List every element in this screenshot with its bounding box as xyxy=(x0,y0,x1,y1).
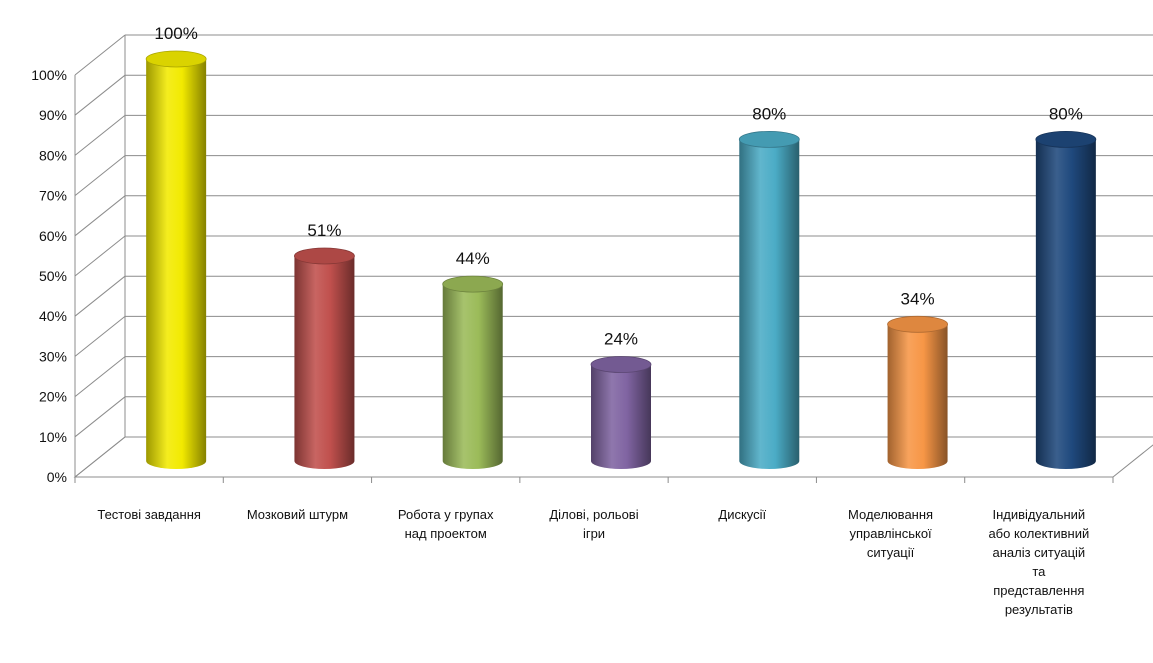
data-label: 80% xyxy=(1049,104,1083,123)
bars-layer xyxy=(145,50,1097,469)
x-tick-label: Індивідуальний або колективний аналіз ситу… xyxy=(964,505,1114,619)
x-tick-label-line: Індивідуальний xyxy=(992,507,1086,522)
bar-body xyxy=(887,324,948,469)
x-tick-label-line: аналіз ситуацій xyxy=(992,545,1086,560)
bar-top xyxy=(887,315,948,333)
bar xyxy=(738,130,800,469)
bar xyxy=(294,247,355,469)
bar xyxy=(590,356,652,469)
y-tick-label: 50% xyxy=(39,268,67,284)
gridline-diagonal xyxy=(74,195,126,237)
x-tick-label-line: управлінської xyxy=(849,526,932,541)
bar xyxy=(887,315,948,469)
x-tick-label-line: Моделювання xyxy=(848,507,934,522)
x-tick-label-line: та xyxy=(1032,564,1046,579)
gridline-diagonal xyxy=(74,155,126,196)
gridline-diagonal xyxy=(74,356,126,397)
x-tick-label-line: Робота у групах xyxy=(397,507,494,522)
y-tick-label: 70% xyxy=(39,188,67,204)
y-tick-label: 80% xyxy=(39,147,67,163)
bar-top xyxy=(1035,130,1097,148)
x-tick-label: Моделювання управлінської ситуації xyxy=(816,505,966,562)
x-tick-label: Дискусії xyxy=(667,505,817,524)
gridline-diagonal xyxy=(74,34,126,76)
y-tick-label: 100% xyxy=(31,67,67,83)
y-tick-label: 90% xyxy=(39,107,67,123)
y-tick-label: 40% xyxy=(39,308,67,324)
bar-top xyxy=(294,247,355,265)
bar xyxy=(145,50,207,469)
y-tick-label: 0% xyxy=(47,469,67,485)
bar-body xyxy=(442,284,503,469)
gridline-diagonal xyxy=(74,74,126,116)
y-tick-label: 60% xyxy=(39,228,67,244)
x-tick-label: Ділові, рольові ігри xyxy=(519,505,669,543)
bar xyxy=(1035,130,1097,469)
x-tick-label-line: результатів xyxy=(1004,602,1073,617)
bar-body xyxy=(146,59,207,469)
x-tick-label-line: над проектом xyxy=(404,526,487,541)
data-label: 34% xyxy=(901,289,935,308)
data-label: 44% xyxy=(456,249,490,268)
x-tick-label: Тестові завдання xyxy=(74,505,224,524)
x-tick-label: Мозковий штурм xyxy=(222,505,372,524)
x-tick-label-line: Тестові завдання xyxy=(97,507,201,522)
y-axis-ticks: 0% 10% 20% 30% 40% 50% 60% 70% 80% 90% 100% xyxy=(31,67,67,485)
y-tick-label: 30% xyxy=(39,348,67,364)
data-label: 100% xyxy=(154,24,197,43)
bar xyxy=(442,275,504,469)
gridline-diagonal xyxy=(74,436,126,478)
gridline-diagonal xyxy=(74,275,126,317)
gridline-diagonal xyxy=(74,235,126,277)
x-tick-label-line: або колективний xyxy=(988,526,1090,541)
gridline-diagonal xyxy=(74,396,126,438)
x-tick-label-line: представлення xyxy=(993,583,1085,598)
data-label: 80% xyxy=(752,104,786,123)
gridline-diagonal xyxy=(74,316,126,357)
x-tick-label-line: ситуації xyxy=(866,545,915,560)
x-tick-label-line: ігри xyxy=(582,526,606,541)
data-label: 51% xyxy=(307,221,341,240)
x-tick-label-line: Мозковий штурм xyxy=(246,507,349,522)
bar-top xyxy=(145,50,207,68)
x-tick-label-line: Ділові, рольові xyxy=(549,507,639,522)
x-tick-label: Робота у групах над проектом xyxy=(371,505,521,543)
x-tick-label-line: Дискусії xyxy=(718,507,767,522)
gridline-diagonal xyxy=(74,115,126,156)
bar-body xyxy=(591,364,651,469)
bar-body xyxy=(739,139,800,469)
bar-top xyxy=(590,356,652,373)
data-labels-layer: 100% 51% 44% 24% 80% 34% 80% xyxy=(154,24,1082,349)
bar-top xyxy=(442,275,504,293)
y-tick-label: 10% xyxy=(39,429,67,445)
bar-body xyxy=(294,255,355,469)
data-label: 24% xyxy=(604,330,638,349)
y-tick-label: 20% xyxy=(39,389,67,405)
bar-top xyxy=(738,130,800,148)
bar-body xyxy=(1035,139,1096,469)
